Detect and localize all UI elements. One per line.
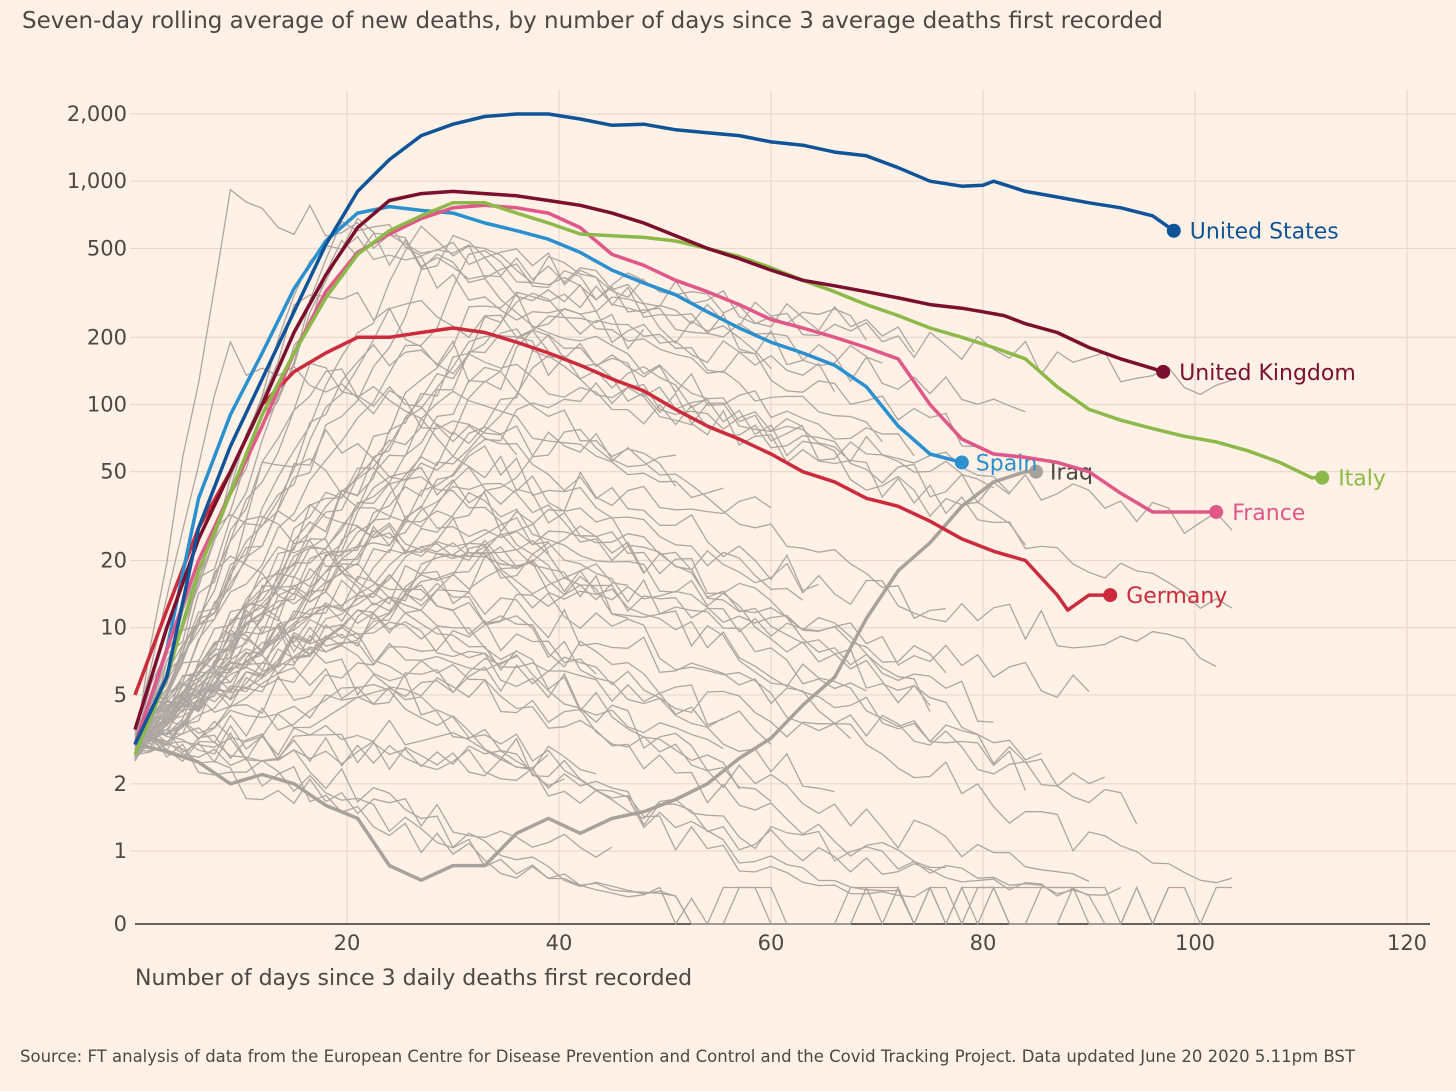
other-country-line bbox=[134, 343, 994, 761]
y-tick-label: 1 bbox=[114, 839, 127, 863]
other-country-line bbox=[134, 654, 549, 769]
other-country-line bbox=[134, 445, 804, 735]
other-country-line bbox=[134, 623, 1122, 896]
other-country-line bbox=[134, 676, 1090, 882]
other-country-line bbox=[134, 390, 724, 750]
x-tick-label: 100 bbox=[1175, 931, 1215, 955]
series-end-dot-united-kingdom bbox=[1156, 364, 1171, 379]
other-country-line bbox=[134, 225, 1026, 735]
series-line-spain bbox=[133, 204, 963, 746]
other-country-line bbox=[134, 362, 819, 733]
other-country-line bbox=[134, 522, 1233, 884]
y-tick-label: 2,000 bbox=[67, 102, 127, 126]
y-tick-label: 1,000 bbox=[67, 169, 127, 193]
other-countries-lines bbox=[134, 188, 1233, 926]
other-country-line bbox=[134, 739, 1122, 926]
other-country-line bbox=[134, 428, 549, 740]
other-country-line bbox=[134, 299, 915, 752]
series-line-france bbox=[133, 203, 1217, 746]
series-end-dot-germany bbox=[1103, 588, 1118, 603]
other-country-line bbox=[134, 524, 1090, 758]
series-line-united-kingdom bbox=[133, 189, 1164, 731]
other-country-line bbox=[134, 235, 883, 732]
other-country-line bbox=[134, 733, 803, 926]
y-tick-label: 500 bbox=[87, 236, 127, 260]
other-country-line bbox=[134, 570, 1106, 787]
series-label-united-states: United States bbox=[1190, 220, 1339, 245]
other-country-line bbox=[134, 733, 1074, 926]
series-label-germany: Germany bbox=[1126, 584, 1227, 609]
y-tick-label: 2 bbox=[114, 772, 127, 796]
other-country-line bbox=[134, 482, 549, 731]
other-country-line bbox=[134, 539, 629, 742]
x-tick-label: 20 bbox=[334, 931, 361, 955]
other-country-line bbox=[134, 736, 946, 870]
x-tick-label: 80 bbox=[970, 931, 997, 955]
y-tick-label: 5 bbox=[114, 683, 127, 707]
chart-title: Seven-day rolling average of new deaths,… bbox=[22, 8, 1163, 34]
other-country-line bbox=[134, 728, 1233, 926]
other-country-line bbox=[134, 234, 645, 732]
other-country-line bbox=[134, 525, 994, 740]
other-country-line bbox=[134, 623, 517, 754]
other-country-line bbox=[134, 428, 946, 760]
x-axis-label: Number of days since 3 daily deaths firs… bbox=[135, 966, 693, 991]
other-country-line bbox=[134, 217, 708, 736]
other-country-line bbox=[134, 381, 1233, 757]
other-country-line bbox=[134, 368, 931, 759]
other-country-line bbox=[134, 575, 740, 790]
x-tick-label: 60 bbox=[758, 931, 785, 955]
other-country-line bbox=[134, 425, 676, 750]
other-country-line bbox=[134, 543, 1138, 825]
other-country-line bbox=[134, 467, 867, 743]
other-country-line bbox=[134, 328, 1026, 741]
other-country-line bbox=[134, 340, 518, 732]
series-label-iraq: Iraq bbox=[1050, 461, 1093, 486]
y-tick-label: 50 bbox=[100, 460, 127, 484]
other-country-line bbox=[134, 249, 915, 753]
other-country-line bbox=[134, 568, 947, 740]
series-label-france: France bbox=[1232, 501, 1305, 526]
other-country-line bbox=[134, 354, 1010, 751]
series-line-united-states bbox=[133, 112, 1175, 746]
series-line-iraq bbox=[134, 469, 1036, 882]
series-end-dot-united-states bbox=[1166, 223, 1181, 238]
series-end-dot-iraq bbox=[1029, 464, 1043, 479]
other-country-line bbox=[134, 188, 772, 746]
series-end-dot-italy bbox=[1315, 470, 1330, 485]
series-label-italy: Italy bbox=[1338, 467, 1386, 492]
x-tick-label: 40 bbox=[546, 931, 573, 955]
y-tick-label: 100 bbox=[87, 392, 127, 416]
y-tick-label: 10 bbox=[100, 616, 127, 640]
other-country-line bbox=[134, 292, 978, 732]
other-country-line bbox=[134, 335, 1233, 730]
series-end-dot-spain bbox=[954, 455, 969, 470]
y-tick-label: 200 bbox=[87, 325, 127, 349]
other-country-line bbox=[134, 285, 1233, 731]
series-end-dot-france bbox=[1209, 504, 1224, 519]
source-note: Source: FT analysis of data from the Eur… bbox=[20, 1047, 1355, 1066]
other-country-line bbox=[134, 538, 772, 760]
other-country-line bbox=[134, 292, 836, 754]
other-country-line bbox=[134, 729, 597, 775]
series-label-united-kingdom: United Kingdom bbox=[1179, 361, 1356, 386]
other-country-line bbox=[134, 457, 1027, 791]
other-country-line bbox=[134, 582, 835, 793]
other-country-line bbox=[134, 555, 724, 760]
other-country-line bbox=[134, 654, 772, 802]
series-line-germany bbox=[133, 326, 1111, 696]
y-tick-label: 0 bbox=[114, 912, 127, 936]
y-tick-label: 20 bbox=[100, 549, 127, 573]
series-line-italy bbox=[133, 201, 1323, 756]
x-tick-label: 120 bbox=[1387, 931, 1427, 955]
